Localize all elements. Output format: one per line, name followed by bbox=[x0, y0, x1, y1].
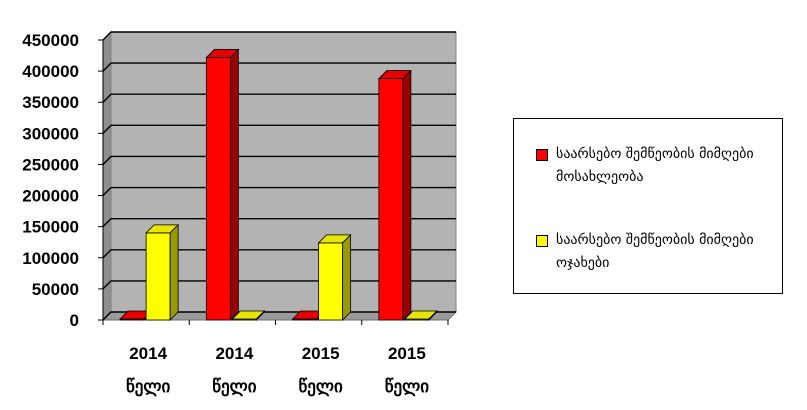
legend-swatch-yellow bbox=[536, 235, 548, 247]
legend-item-families: საარსებო შემწეობის მიმღები ოჯახები bbox=[536, 229, 771, 275]
y-tick-label: 450000 bbox=[22, 31, 79, 50]
x-category-word: წელი bbox=[212, 377, 257, 397]
gridline bbox=[102, 93, 456, 103]
legend-swatch-red bbox=[536, 149, 548, 161]
x-category-word: წელი bbox=[385, 377, 430, 397]
gridline bbox=[102, 62, 456, 72]
y-tick-label: 50000 bbox=[32, 280, 79, 299]
x-category-word: წელი bbox=[298, 377, 343, 397]
y-tick-label: 0 bbox=[70, 311, 79, 330]
bar-side bbox=[229, 48, 239, 321]
y-tick-label: 150000 bbox=[22, 218, 79, 237]
bar-front bbox=[145, 232, 171, 321]
x-category-year: 2014 bbox=[129, 344, 167, 363]
x-category-year: 2015 bbox=[388, 344, 426, 363]
legend-label-families: საარსებო შემწეობის მიმღები ოჯახები bbox=[556, 232, 754, 271]
gridline bbox=[102, 217, 456, 228]
bar-side bbox=[255, 310, 265, 321]
bar-side bbox=[169, 223, 179, 321]
x-category-year: 2015 bbox=[302, 344, 340, 363]
chart-legend: საარსებო შემწეობის მიმღები მოსახლეობა სა… bbox=[513, 118, 783, 294]
y-tick-label: 400000 bbox=[22, 62, 79, 81]
x-category-year: 2014 bbox=[215, 344, 253, 363]
gridline bbox=[102, 155, 456, 165]
y-tick-label: 300000 bbox=[22, 124, 79, 143]
bar-front bbox=[205, 57, 231, 321]
legend-item-population: საარსებო შემწეობის მიმღები მოსახლეობა bbox=[536, 143, 771, 189]
bar-side bbox=[402, 69, 412, 321]
y-tick-label: 200000 bbox=[22, 187, 79, 206]
x-category-word: წელი bbox=[126, 377, 171, 397]
chart-side-wall bbox=[102, 30, 112, 322]
legend-label-population: საარსებო შემწეობის მიმღები მოსახლეობა bbox=[556, 146, 754, 185]
gridline bbox=[102, 31, 456, 41]
bar-side bbox=[342, 233, 352, 321]
gridline bbox=[102, 124, 456, 134]
y-tick-label: 100000 bbox=[22, 249, 79, 268]
bar-front bbox=[318, 242, 344, 321]
gridline bbox=[102, 186, 456, 197]
bar-front bbox=[378, 78, 404, 321]
bar-side bbox=[428, 310, 438, 321]
y-tick-label: 350000 bbox=[22, 93, 79, 112]
y-tick-label: 250000 bbox=[22, 155, 79, 174]
